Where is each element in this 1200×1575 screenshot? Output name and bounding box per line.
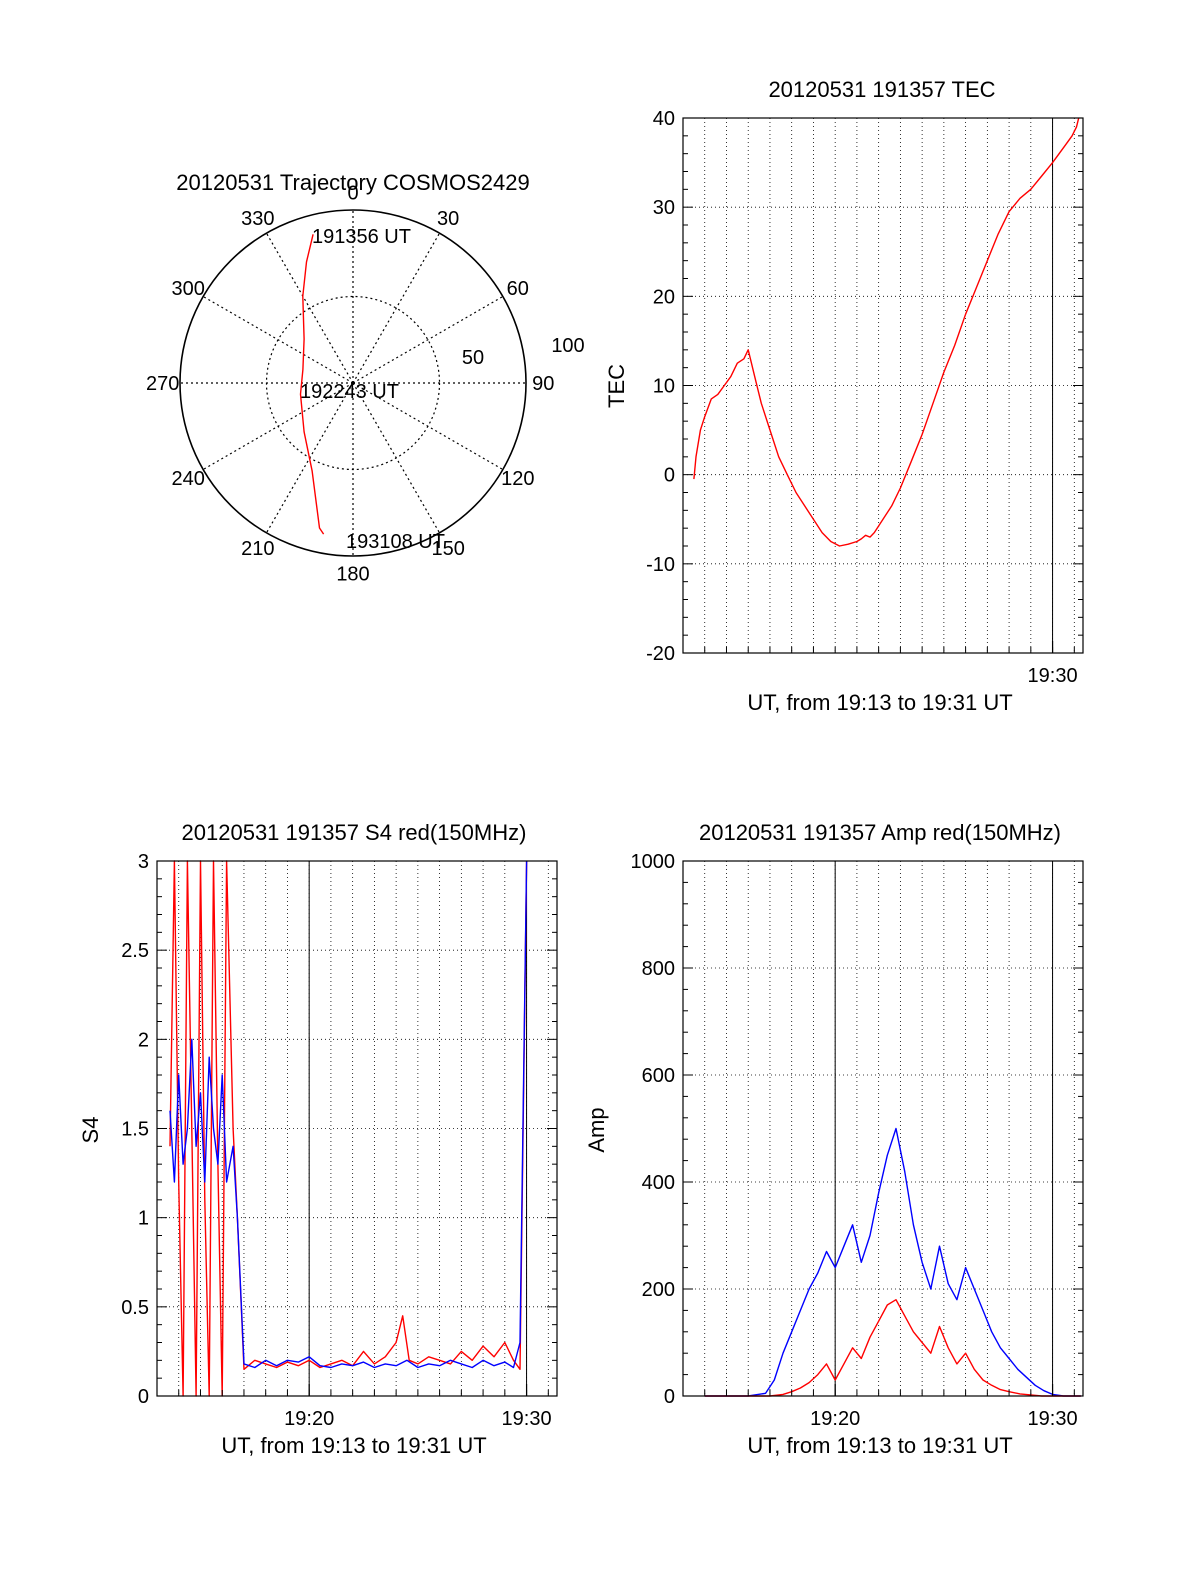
y-tick-label: 600 xyxy=(642,1065,675,1087)
azimuth-label-0: 0 xyxy=(347,183,358,205)
plot-frame xyxy=(682,860,1084,1397)
s4-panel: 20120531 191357 S4 red(150MHz) 0 0.5 1 1.5 2… xyxy=(78,820,558,1458)
spoke-330 xyxy=(265,232,354,384)
ring-label-50: 50 xyxy=(462,347,484,369)
series-line-red xyxy=(693,117,1080,547)
spoke-300 xyxy=(202,295,354,384)
spoke-60 xyxy=(352,295,504,384)
y-tick-label: 1.5 xyxy=(121,1119,149,1141)
trajectory-polar-panel: 20120531 Trajectory COSMOS2429 0 30 60 90 12… xyxy=(146,170,585,585)
y-tick-label: 0.5 xyxy=(121,1297,149,1319)
amp-panel: 20120531 191357 Amp red(150MHz) 0 200 400 6… xyxy=(584,820,1084,1458)
spoke-150 xyxy=(352,382,441,534)
y-tick-label: 2 xyxy=(138,1029,149,1051)
y-tick-label: 20 xyxy=(653,286,675,308)
y-tick-label: 40 xyxy=(653,108,675,130)
spoke-120 xyxy=(352,382,504,471)
x-tick-label: 19:30 xyxy=(502,1408,552,1430)
trajectory-line xyxy=(299,234,325,535)
chart-title: 20120531 191357 S4 red(150MHz) xyxy=(182,820,527,845)
series-line-blue xyxy=(704,1127,1081,1397)
azimuth-labels: 0 30 60 90 120 150 180 210 240 270 300 330 xyxy=(146,183,554,586)
ring-label-100: 100 xyxy=(551,335,584,357)
annotation-mid-time: 192243 UT xyxy=(300,381,399,403)
y-tick-label: 0 xyxy=(138,1386,149,1408)
polar-grid xyxy=(179,209,527,557)
azimuth-label-180: 180 xyxy=(336,563,369,585)
y-axis-label: Amp xyxy=(584,1107,609,1152)
tec-panel: 20120531 191357 TEC -20 -10 0 10 20 30 40 19:30… xyxy=(604,77,1084,715)
axis-ticks: -20 -10 0 10 20 30 40 19:30 xyxy=(646,108,1083,687)
axis-ticks: 0 200 400 600 800 1000 19:20 19:30 xyxy=(631,851,1083,1430)
y-tick-label: -20 xyxy=(646,643,675,665)
x-tick-label: 19:20 xyxy=(284,1408,334,1430)
chart-title: 20120531 191357 TEC xyxy=(768,77,995,102)
gridlines xyxy=(683,861,1083,1396)
y-tick-label: 2.5 xyxy=(121,940,149,962)
x-axis-label: UT, from 19:13 to 19:31 UT xyxy=(221,1433,486,1458)
series-group xyxy=(704,1127,1081,1397)
azimuth-label-120: 120 xyxy=(501,468,534,490)
azimuth-label-270: 270 xyxy=(146,373,179,395)
series-line-blue xyxy=(169,860,528,1369)
y-tick-label: 200 xyxy=(642,1279,675,1301)
azimuth-label-150: 150 xyxy=(431,538,464,560)
x-tick-label: 19:30 xyxy=(1028,665,1078,687)
x-tick-label: 19:20 xyxy=(810,1408,860,1430)
chart-title: 20120531 Trajectory COSMOS2429 xyxy=(176,170,529,195)
annotation-start-time: 191356 UT xyxy=(312,226,411,248)
y-tick-label: 10 xyxy=(653,376,675,398)
y-tick-label: 1000 xyxy=(631,851,676,873)
y-tick-label: 0 xyxy=(664,1386,675,1408)
azimuth-label-90: 90 xyxy=(532,373,554,395)
azimuth-label-30: 30 xyxy=(437,208,459,230)
chart-title: 20120531 191357 Amp red(150MHz) xyxy=(699,820,1061,845)
series-group xyxy=(169,860,528,1397)
azimuth-label-60: 60 xyxy=(507,278,529,300)
series-group xyxy=(693,117,1080,547)
trajectory-track xyxy=(299,234,325,535)
gridlines xyxy=(157,861,557,1396)
y-tick-label: 400 xyxy=(642,1172,675,1194)
gridlines xyxy=(683,118,1083,653)
spoke-30 xyxy=(352,232,441,384)
x-axis-label: UT, from 19:13 to 19:31 UT xyxy=(747,1433,1012,1458)
series-line-red xyxy=(704,1299,1081,1397)
y-axis-label: S4 xyxy=(78,1117,103,1144)
y-tick-label: 0 xyxy=(664,465,675,487)
y-tick-label: -10 xyxy=(646,554,675,576)
series-line-red xyxy=(169,860,528,1397)
outer-ring xyxy=(179,209,527,557)
y-tick-label: 3 xyxy=(138,851,149,873)
azimuth-label-330: 330 xyxy=(241,208,274,230)
azimuth-label-300: 300 xyxy=(172,278,205,300)
azimuth-label-210: 210 xyxy=(241,538,274,560)
x-axis-label: UT, from 19:13 to 19:31 UT xyxy=(747,690,1012,715)
azimuth-label-240: 240 xyxy=(172,468,205,490)
x-tick-label: 19:30 xyxy=(1028,1408,1078,1430)
annotation-end-time: 193108 UT xyxy=(346,531,445,553)
axis-ticks: 0 0.5 1 1.5 2 2.5 3 19:20 19:30 xyxy=(121,851,557,1430)
y-tick-label: 1 xyxy=(138,1208,149,1230)
y-tick-label: 30 xyxy=(653,197,675,219)
spoke-240 xyxy=(202,382,354,471)
y-axis-label: TEC xyxy=(604,364,629,408)
y-tick-label: 800 xyxy=(642,958,675,980)
